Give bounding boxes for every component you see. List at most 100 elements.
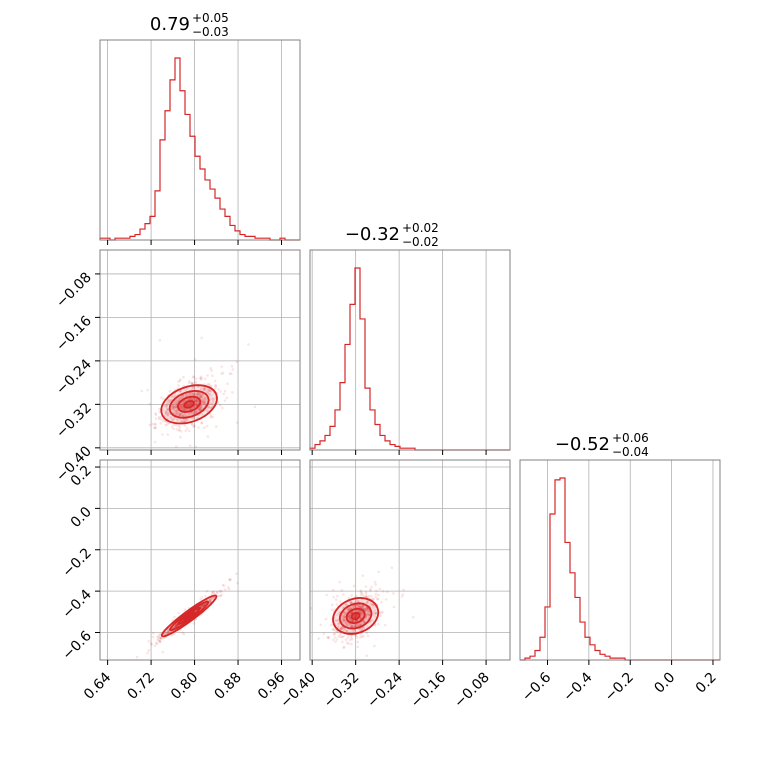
histogram-bin: [230, 225, 235, 240]
sample-point: [184, 418, 188, 421]
sample-point: [332, 628, 336, 631]
sample-point: [193, 358, 197, 361]
sample-point: [176, 418, 180, 422]
sample-point: [359, 633, 362, 637]
sample-point: [179, 419, 183, 422]
sample-point: [209, 406, 213, 410]
sample-point: [359, 604, 363, 608]
x-tick-label: −0.32: [321, 670, 363, 712]
sample-point: [185, 408, 189, 412]
sample-point: [341, 635, 344, 639]
sample-point: [191, 392, 195, 395]
histogram-bin: [535, 651, 540, 660]
sample-point: [373, 623, 377, 627]
sample-point: [359, 623, 363, 626]
sample-point: [350, 601, 353, 604]
sample-point: [197, 426, 200, 429]
sample-point: [178, 405, 182, 409]
sample-point: [357, 604, 360, 608]
sample-point: [375, 612, 378, 615]
sample-point: [157, 635, 161, 639]
sample-point: [188, 397, 191, 401]
sample-point: [159, 636, 162, 640]
sample-point: [369, 619, 373, 623]
sample-point: [188, 392, 192, 395]
sample-point: [150, 643, 153, 646]
sample-point: [159, 422, 163, 425]
sample-point: [170, 395, 173, 399]
sample-point: [359, 611, 363, 615]
sample-point: [188, 403, 191, 407]
histogram-bin: [240, 235, 245, 240]
sample-point: [345, 622, 348, 625]
sample-point: [175, 624, 178, 628]
sample-point: [380, 600, 383, 604]
sample-point: [364, 592, 368, 595]
histogram-bin: [190, 136, 195, 240]
sample-point: [337, 622, 340, 626]
sample-point: [205, 424, 209, 428]
sample-point: [167, 412, 170, 415]
sample-point: [174, 624, 178, 628]
sample-point: [364, 615, 368, 618]
sample-point: [347, 608, 350, 612]
sample-point: [209, 390, 213, 393]
sample-point: [356, 640, 360, 644]
histogram-bin: [365, 388, 370, 450]
axes-frame: [99, 459, 301, 661]
sample-point: [164, 631, 168, 634]
sample-point: [336, 619, 339, 622]
sample-point: [365, 631, 369, 635]
sample-point: [364, 585, 368, 588]
sample-point: [194, 399, 197, 403]
sample-point: [185, 403, 189, 407]
sample-point: [371, 597, 375, 601]
sample-point: [332, 638, 335, 642]
sample-point: [345, 623, 348, 627]
sample-point: [178, 413, 182, 416]
sample-point: [166, 402, 170, 406]
sample-point: [338, 580, 341, 584]
sample-point: [236, 581, 239, 585]
sample-point: [207, 392, 211, 395]
sample-point: [177, 384, 180, 387]
histogram-bin: [195, 156, 200, 240]
sample-point: [152, 631, 155, 635]
sample-point: [210, 369, 213, 372]
sample-point: [350, 630, 354, 633]
sample-point: [333, 632, 337, 636]
density-contour-4: [183, 611, 195, 621]
sample-point: [335, 602, 339, 606]
sample-point: [338, 634, 342, 637]
sample-point: [349, 601, 352, 605]
sample-point: [354, 605, 358, 608]
sample-point: [340, 627, 343, 630]
sample-point: [161, 433, 164, 436]
sample-point: [355, 613, 359, 617]
sample-point: [181, 404, 184, 408]
x-axis-ticks-2: −0.6 −0.4 −0.2 0.0 0.2: [519, 660, 720, 705]
sample-point: [180, 412, 183, 415]
sample-point: [337, 635, 341, 639]
sample-point: [167, 414, 170, 418]
histogram-bin: [565, 542, 570, 660]
density-contour-1: [160, 384, 218, 425]
param-title-minus: −0.04: [612, 445, 649, 459]
sample-point: [209, 598, 212, 602]
sample-point: [205, 589, 209, 593]
sample-point: [166, 400, 169, 404]
sample-point: [369, 602, 373, 606]
sample-point: [345, 629, 349, 633]
sample-point: [174, 401, 177, 404]
sample-point: [196, 410, 199, 413]
sample-point: [151, 635, 155, 639]
sample-point: [192, 406, 195, 410]
sample-point: [161, 650, 165, 654]
sample-point: [340, 628, 344, 632]
sample-point: [192, 622, 196, 625]
sample-point: [359, 611, 363, 614]
sample-point: [373, 580, 377, 584]
sample-point: [375, 589, 378, 593]
sample-point: [166, 630, 169, 634]
sample-point: [193, 424, 196, 427]
